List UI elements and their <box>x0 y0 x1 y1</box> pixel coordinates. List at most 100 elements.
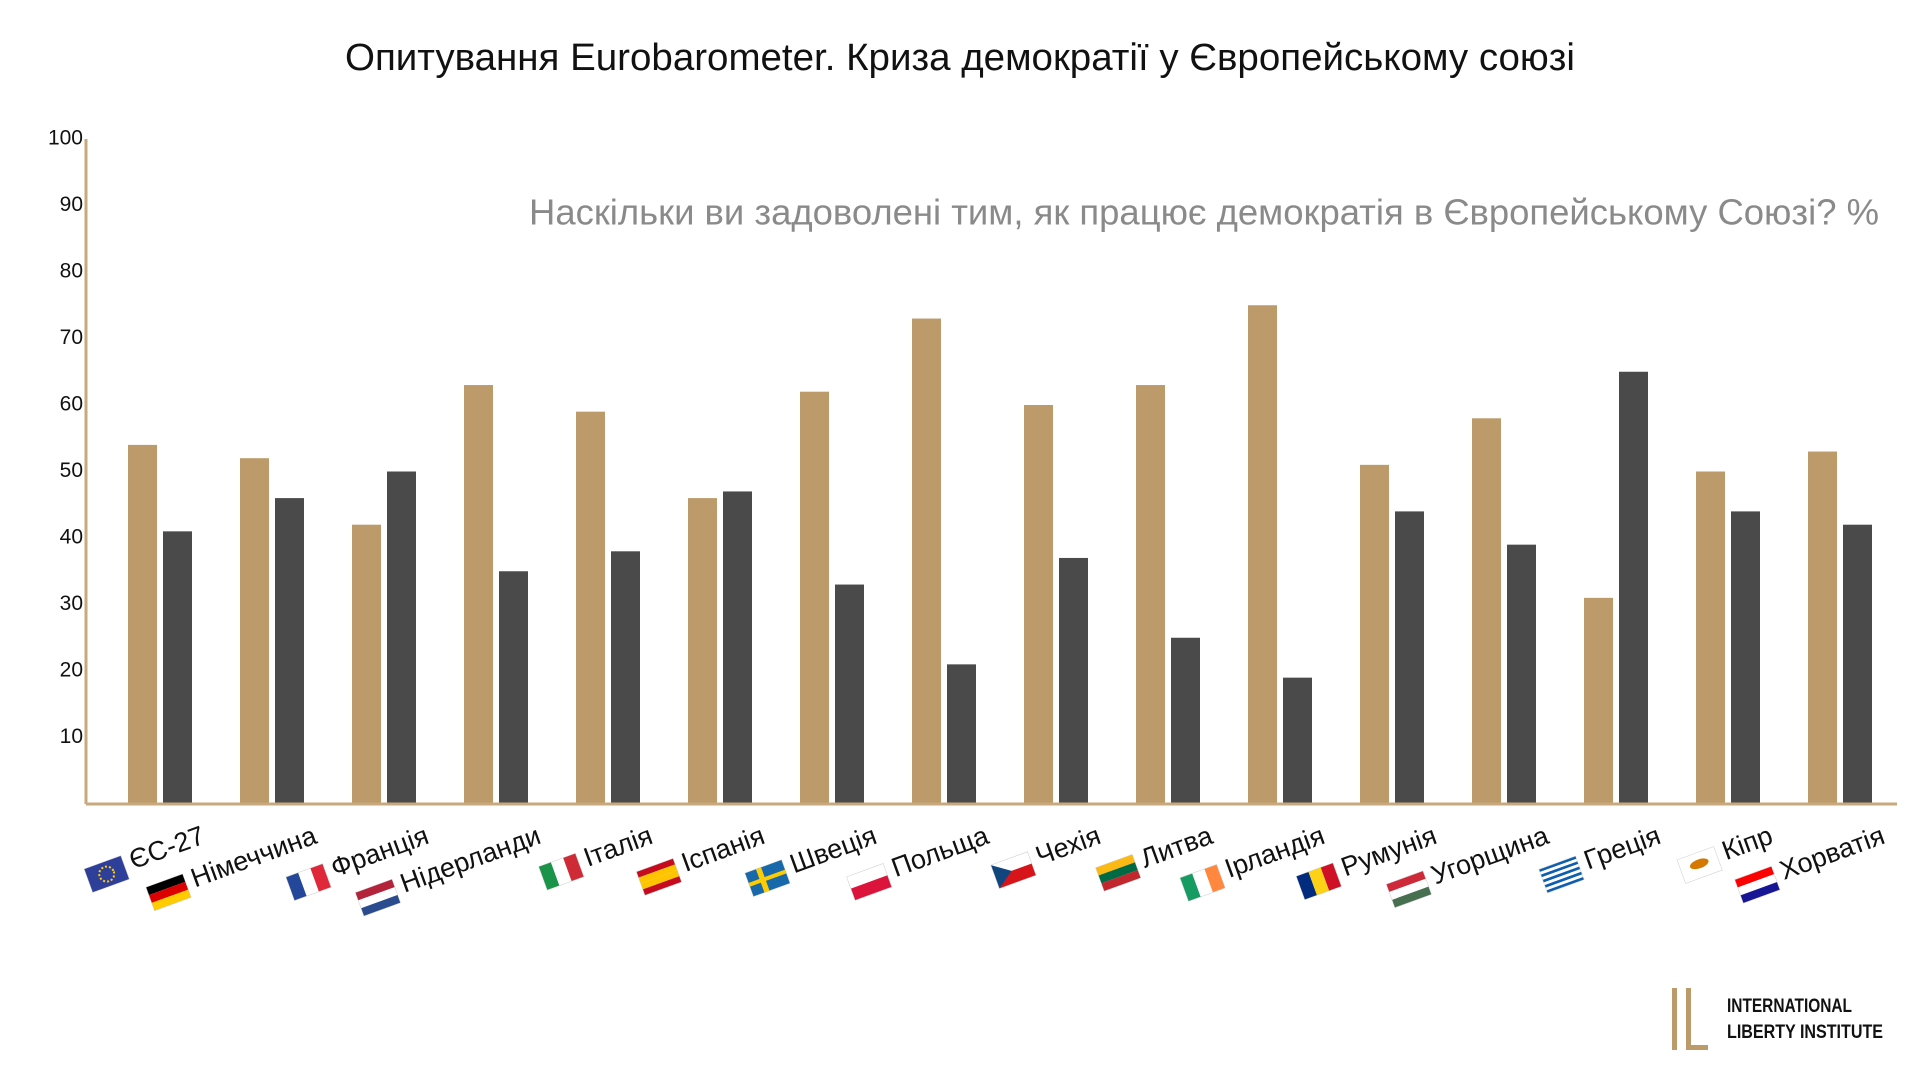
y-tick-label: 100 <box>48 127 83 150</box>
bar <box>611 551 640 804</box>
flag-part <box>361 894 401 917</box>
flag-part <box>145 873 186 896</box>
flag-part <box>1391 886 1432 908</box>
x-tick-label: Чехія <box>1032 820 1105 871</box>
bar <box>240 458 269 804</box>
flag-border <box>1179 864 1226 902</box>
bar <box>387 471 416 804</box>
flag-part <box>1389 878 1429 900</box>
bar <box>723 491 752 804</box>
flag-part <box>1539 858 1578 875</box>
bar <box>688 498 717 804</box>
flag-border <box>990 851 1037 889</box>
bar <box>1584 597 1613 804</box>
flag-border <box>1385 870 1432 909</box>
x-tick-label: Кіпр <box>1718 820 1777 866</box>
flag-part <box>1308 867 1330 896</box>
bar <box>947 664 976 804</box>
flag-border <box>145 873 192 912</box>
flag-part <box>1540 861 1579 878</box>
flag-part <box>1734 866 1775 888</box>
bar <box>1171 637 1200 804</box>
flag-part <box>1543 869 1582 886</box>
flag-border <box>846 863 893 901</box>
bar <box>128 444 157 804</box>
flag-part <box>636 858 676 878</box>
flag-border <box>744 859 791 897</box>
bar <box>835 584 864 804</box>
flag-part <box>151 889 192 911</box>
x-tick: ЄС-27 <box>83 820 208 893</box>
y-tick-label: 40 <box>60 526 83 549</box>
bar <box>275 498 304 804</box>
flag-border <box>355 878 401 917</box>
flag-border <box>83 855 130 893</box>
logo-mark <box>1686 1045 1708 1050</box>
x-tick-label: Італія <box>580 820 657 872</box>
flag-part <box>563 853 584 882</box>
x-tick: Чехія <box>990 820 1105 889</box>
x-tick-label: Угорщина <box>1427 820 1553 890</box>
bar <box>1283 677 1312 804</box>
bar <box>1059 557 1088 804</box>
flag-part <box>1095 854 1136 876</box>
flag-part <box>1101 870 1141 892</box>
flag-part <box>358 887 398 909</box>
flag-part <box>310 863 332 892</box>
logo-mark <box>1686 988 1691 1050</box>
logo-text: LIBERTY INSTITUTE <box>1727 1022 1883 1043</box>
flag-part <box>1689 858 1709 870</box>
flag-part <box>1192 868 1213 897</box>
bar <box>1360 464 1389 804</box>
flag-part <box>1737 874 1778 896</box>
flag-part <box>1098 862 1138 884</box>
flag-border <box>1538 855 1585 894</box>
chart-title: Опитування Eurobarometer. Криза демократ… <box>345 37 1575 79</box>
flag-part <box>1320 862 1342 891</box>
flag-border <box>538 852 585 891</box>
flag-border <box>1095 854 1142 892</box>
x-tick-label: Хорватія <box>1776 820 1889 886</box>
logo-text: INTERNATIONAL <box>1727 996 1852 1017</box>
flag-part <box>1179 873 1201 902</box>
bar <box>1507 544 1536 804</box>
flag-border <box>285 863 332 901</box>
y-tick-label: 10 <box>60 725 83 748</box>
bar <box>1843 524 1872 804</box>
flag-part <box>1546 876 1585 893</box>
x-tick-label: Іспанія <box>677 820 768 878</box>
flag-part <box>285 872 307 901</box>
bar <box>163 531 192 804</box>
bar <box>1136 385 1165 804</box>
flag-part <box>550 857 572 886</box>
bar <box>912 318 941 804</box>
bar <box>576 411 605 804</box>
y-tick-label: 20 <box>60 659 83 682</box>
flag-part <box>1204 864 1226 893</box>
y-tick-label: 60 <box>60 393 83 416</box>
bar <box>1731 511 1760 804</box>
chart-subtitle: Наскільки ви задоволені тим, як працює д… <box>529 192 1879 233</box>
flag-border <box>636 858 682 896</box>
flag-part <box>1542 866 1581 883</box>
flag-part <box>355 879 395 901</box>
bar <box>499 571 528 804</box>
logo-mark <box>1672 988 1677 1050</box>
logo: INTERNATIONAL LIBERTY INSTITUTE <box>1672 988 1883 1050</box>
flag-part <box>748 869 787 887</box>
y-tick-label: 80 <box>60 260 83 283</box>
flag-part <box>298 868 319 897</box>
x-tick-label: Греція <box>1580 820 1665 875</box>
x-tick-label: Литва <box>1136 820 1217 874</box>
flag-border <box>1295 862 1342 901</box>
flag-part <box>148 881 189 903</box>
flag-border <box>1676 846 1723 884</box>
bar <box>352 524 381 804</box>
flag-part <box>1740 882 1780 904</box>
bar <box>800 391 829 804</box>
flag-part <box>990 865 1012 889</box>
bar <box>1696 471 1725 804</box>
y-tick-label: 70 <box>60 326 83 349</box>
flag-part <box>846 863 888 889</box>
